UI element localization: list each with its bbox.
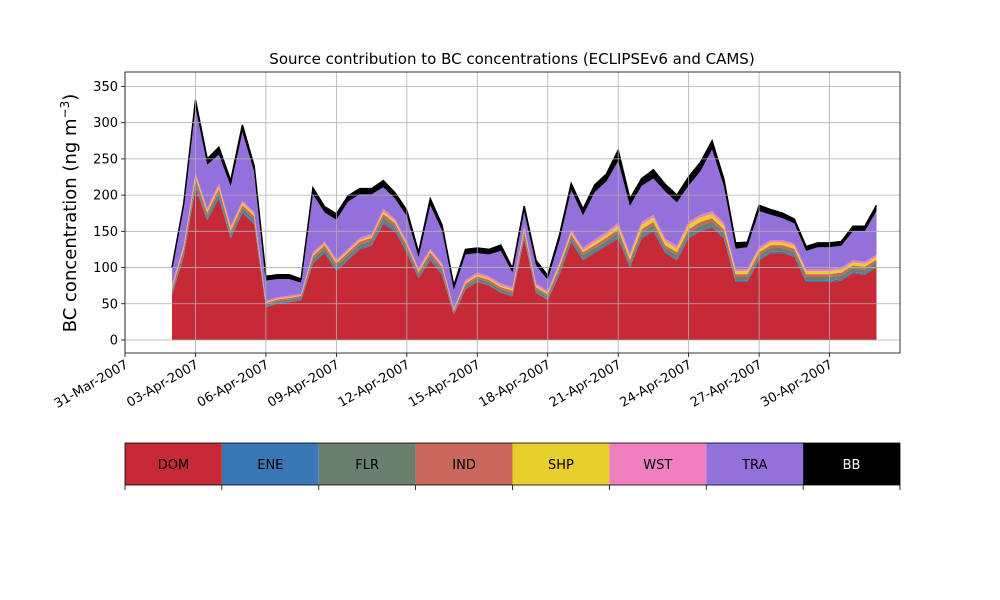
y-tick-label: 150 [93, 225, 118, 240]
legend-label-ind: IND [452, 458, 476, 473]
y-axis-label: BC concentration (ng m−3) [58, 94, 81, 333]
area-dom [172, 187, 877, 340]
x-tick-label: 27-Apr-2007 [688, 357, 765, 410]
legend: DOM ENE FLR IND SHP WST TRA BB [124, 442, 901, 490]
x-tick-label: 21-Apr-2007 [547, 357, 624, 410]
legend-label-flr: FLR [355, 458, 379, 473]
legend-label-ene: ENE [257, 458, 283, 473]
y-tick-label: 200 [93, 189, 118, 204]
y-tick-label: 50 [101, 297, 118, 312]
legend-label-wst: WST [643, 458, 672, 473]
y-tick-label: 100 [93, 261, 118, 276]
x-tick-label: 31-Mar-2007 [52, 357, 131, 411]
x-tick-label: 18-Apr-2007 [477, 357, 554, 410]
legend-frame [124, 442, 901, 486]
legend-label-tra: TRA [741, 458, 767, 473]
legend-swatch-flr [318, 443, 416, 485]
y-tick-label: 300 [93, 116, 118, 131]
y-axis-label-main: BC concentration (ng m [60, 118, 81, 332]
legend-swatch-ene [221, 443, 319, 485]
x-tick-label: 12-Apr-2007 [336, 357, 413, 410]
legend-swatch-wst [609, 443, 707, 485]
plot-area: 0 50 100 150 200 250 300 350 31-Mar-200703-Apr-2… [52, 71, 901, 412]
y-axis-label-sup: −3 [58, 101, 72, 119]
area-tra [172, 107, 877, 309]
legend-label-bb: BB [843, 458, 861, 473]
legend-swatch-tra [706, 443, 804, 485]
legend-swatch-dom [125, 443, 222, 485]
y-tick-label: 250 [93, 152, 118, 167]
legend-label-shp: SHP [548, 458, 574, 473]
chart-title: Source contribution to BC concentrations… [269, 50, 754, 68]
legend-swatch-bb [803, 443, 900, 485]
x-tick-label: 24-Apr-2007 [618, 357, 695, 410]
x-tick-label: 15-Apr-2007 [406, 357, 483, 410]
legend-label-dom: DOM [158, 458, 189, 473]
y-tick-label: 350 [93, 80, 118, 95]
x-tick-label: 03-Apr-2007 [124, 357, 201, 410]
x-tick-label: 30-Apr-2007 [758, 357, 835, 410]
legend-swatch-shp [512, 443, 610, 485]
x-tick-label: 09-Apr-2007 [265, 357, 342, 410]
y-tick-label: 0 [110, 333, 118, 348]
legend-swatch-ind [415, 443, 513, 485]
y-axis-label-tail: ) [60, 94, 81, 101]
plot-frame [124, 71, 901, 354]
x-tick-label: 06-Apr-2007 [195, 357, 272, 410]
